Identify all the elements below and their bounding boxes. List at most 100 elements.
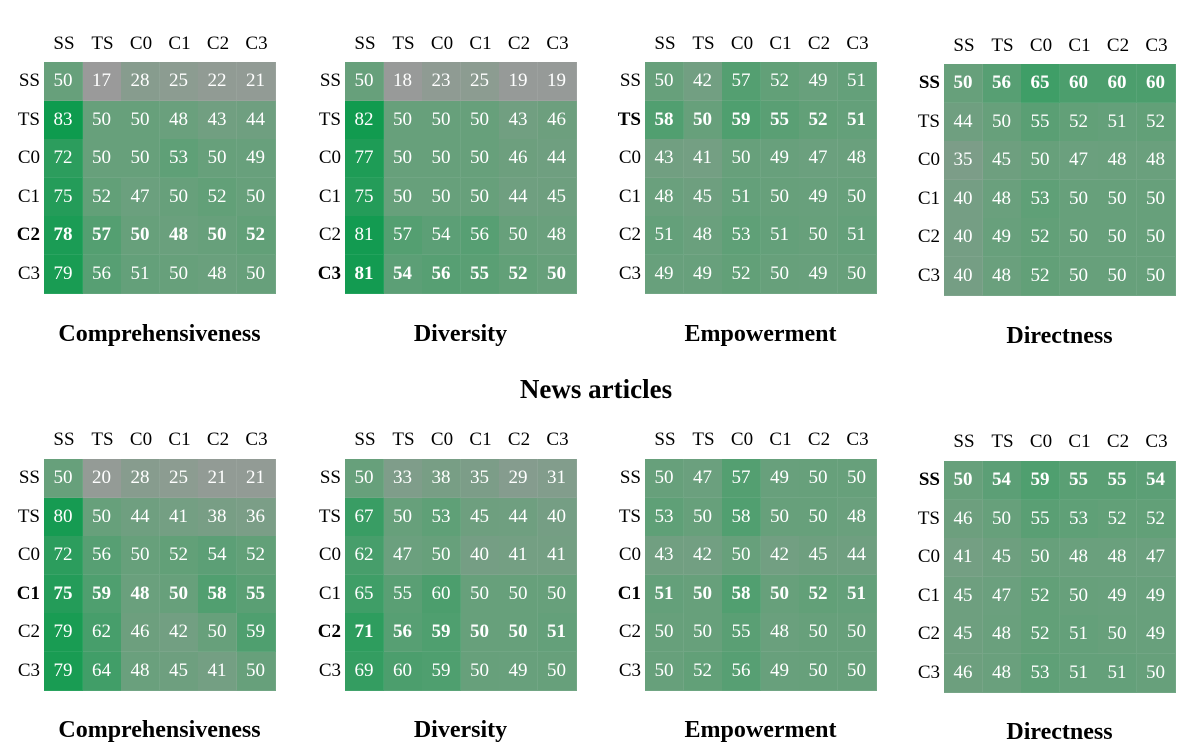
heatmap-cell: 44	[537, 139, 577, 178]
heatmap-cell: 60	[422, 574, 461, 614]
heatmap-cell: 59	[422, 613, 461, 652]
heatmap-cell: 52	[1098, 499, 1137, 539]
heatmap-cell: 49	[1136, 576, 1176, 616]
heatmap-cell: 50	[760, 177, 800, 217]
heatmap-cell: 45	[799, 536, 838, 575]
col-header: C3	[245, 429, 268, 450]
heatmap-cell: 50	[799, 459, 838, 498]
heatmap-cell: 50	[837, 177, 877, 217]
heatmap-cell: 50	[645, 459, 684, 498]
heatmap-cell: 48	[1098, 141, 1137, 180]
heatmap-cell: 50	[345, 459, 384, 498]
heatmap-cell: 45	[159, 651, 199, 691]
col-header: C3	[1145, 431, 1168, 452]
heatmap-cell: 18	[383, 62, 423, 101]
heatmap-cell: 38	[422, 459, 461, 498]
heatmap-cell: 50	[82, 139, 122, 178]
heatmap-cell: 50	[537, 254, 577, 294]
heatmap-cell: 49	[982, 218, 1022, 257]
heatmap-cell: 50	[383, 100, 423, 140]
heatmap-cell: 49	[799, 62, 838, 101]
heatmap-cell: 47	[1059, 141, 1099, 180]
row-header: SS	[918, 469, 940, 490]
heatmap-cell: 48	[760, 613, 800, 652]
heatmap-cell: 50	[645, 651, 684, 691]
heatmap-cell: 50	[1059, 218, 1099, 257]
heatmap-cell: 51	[760, 216, 800, 255]
row-header: C3	[917, 661, 940, 683]
heatmap-cell: 44	[499, 497, 538, 537]
row-header: C0	[17, 544, 40, 565]
heatmap-cell: 69	[345, 651, 384, 691]
row-header: TS	[917, 507, 940, 529]
heatmap-cell: 53	[1021, 179, 1060, 219]
row-header: C2	[318, 224, 341, 245]
heatmap-cell: 44	[499, 177, 538, 217]
col-header: C0	[1029, 35, 1053, 56]
heatmap-cell: 52	[799, 574, 838, 614]
col-header: C3	[546, 429, 569, 450]
heatmap-cell: 50	[198, 613, 237, 652]
heatmap-cell: 50	[198, 139, 237, 178]
heatmap-cell: 54	[422, 216, 461, 255]
col-header: C3	[1145, 35, 1168, 56]
heatmap-cell: 52	[1021, 256, 1060, 296]
heatmap-cell: 59	[422, 651, 461, 691]
heatmap-cell: 48	[537, 216, 577, 255]
heatmap-cell: 45	[944, 576, 983, 616]
row-header: TS	[618, 505, 641, 527]
heatmap-cell: 55	[460, 254, 500, 294]
heatmap-cell: 40	[944, 256, 983, 296]
col-header: SS	[53, 429, 75, 450]
heatmap-cell: 51	[837, 100, 877, 140]
heatmap-cell: 50	[383, 177, 423, 217]
heatmap-cell: 50	[236, 177, 276, 217]
heatmap-cell: 52	[722, 254, 761, 294]
heatmap-cell: 22	[198, 62, 237, 101]
heatmap-cell: 51	[837, 574, 877, 614]
heatmap-cell: 50	[236, 254, 276, 294]
heatmap-cell: 48	[1059, 538, 1099, 577]
metric-title: Comprehensiveness	[58, 717, 261, 743]
heatmap-cell: 54	[198, 536, 237, 575]
col-header: C3	[245, 33, 268, 54]
heatmap-cell: 54	[383, 254, 423, 294]
heatmap-cell: 60	[1059, 64, 1099, 103]
heatmap-cell: 28	[121, 459, 160, 498]
heatmap-cell: 33	[383, 459, 423, 498]
heatmap-cell: 45	[982, 141, 1022, 180]
heatmap-cell: 49	[683, 254, 723, 294]
heatmap-cell: 44	[236, 100, 276, 140]
heatmap-cell: 50	[537, 651, 577, 691]
heatmap-cell: 51	[1098, 653, 1137, 693]
heatmap-cell: 43	[645, 536, 684, 575]
col-header: C1	[168, 33, 191, 54]
col-header: TS	[692, 33, 715, 54]
col-header: SS	[654, 33, 676, 54]
heatmap-cell: 48	[683, 216, 723, 255]
heatmap-cell: 56	[422, 254, 461, 294]
heatmap-cell: 50	[82, 497, 122, 537]
heatmap-cell: 49	[1098, 576, 1137, 616]
col-header: C1	[1068, 431, 1091, 452]
heatmap-cell: 40	[460, 536, 500, 575]
heatmap-cell: 58	[722, 574, 761, 614]
heatmap-cell: 41	[499, 536, 538, 575]
heatmap-cell: 50	[1098, 256, 1137, 296]
heatmap-cell: 75	[44, 574, 83, 614]
col-header: C2	[206, 33, 230, 54]
heatmap-cell: 79	[44, 254, 83, 294]
row-header: SS	[619, 70, 641, 91]
row-header: C2	[917, 226, 940, 247]
heatmap-cell: 52	[683, 651, 723, 691]
heatmap-cell: 57	[722, 459, 761, 498]
heatmap-cell: 49	[236, 139, 276, 178]
heatmap-cell: 51	[722, 177, 761, 217]
heatmap-cell: 48	[837, 139, 877, 178]
heatmap-cell: 48	[121, 651, 160, 691]
heatmap-cell: 48	[159, 100, 199, 140]
heatmap-cell: 82	[345, 100, 384, 140]
heatmap-cell: 55	[1021, 102, 1060, 142]
row-header: C1	[318, 185, 341, 207]
row-header: C3	[917, 264, 940, 286]
